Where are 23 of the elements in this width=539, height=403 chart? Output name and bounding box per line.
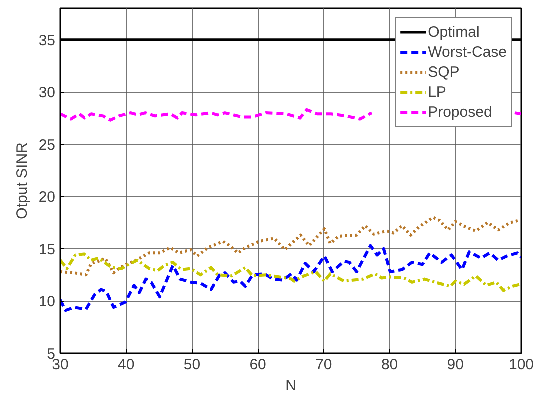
legend-label: SQP bbox=[428, 64, 460, 80]
x-tick-label: 100 bbox=[508, 356, 534, 374]
legend-label: LP bbox=[428, 84, 448, 100]
line-series bbox=[60, 244, 522, 312]
y-tick-label: 10 bbox=[38, 294, 56, 311]
legend-label: Worst-Case bbox=[428, 44, 507, 60]
y-tick-label: 30 bbox=[38, 84, 56, 102]
x-tick-label: 90 bbox=[447, 356, 464, 374]
x-axis-title: N bbox=[286, 378, 296, 394]
x-tick-label: 80 bbox=[381, 356, 398, 374]
legend-label: Optimal bbox=[428, 24, 480, 40]
y-tick-label: 35 bbox=[38, 32, 56, 50]
x-tick-label: 40 bbox=[118, 356, 135, 374]
y-tick-label: 15 bbox=[38, 241, 56, 258]
series-label: Proposed bbox=[428, 104, 492, 120]
y-axis-title: Otput SINR bbox=[14, 142, 31, 220]
line-series bbox=[60, 216, 520, 277]
x-tick-label: 50 bbox=[184, 356, 201, 374]
x-tick-label: 70 bbox=[316, 356, 332, 374]
line-series bbox=[60, 252, 522, 292]
y-tick-label: 25 bbox=[38, 136, 56, 154]
x-tick-label: 60 bbox=[250, 356, 266, 374]
y-tick-label: 20 bbox=[38, 189, 56, 206]
